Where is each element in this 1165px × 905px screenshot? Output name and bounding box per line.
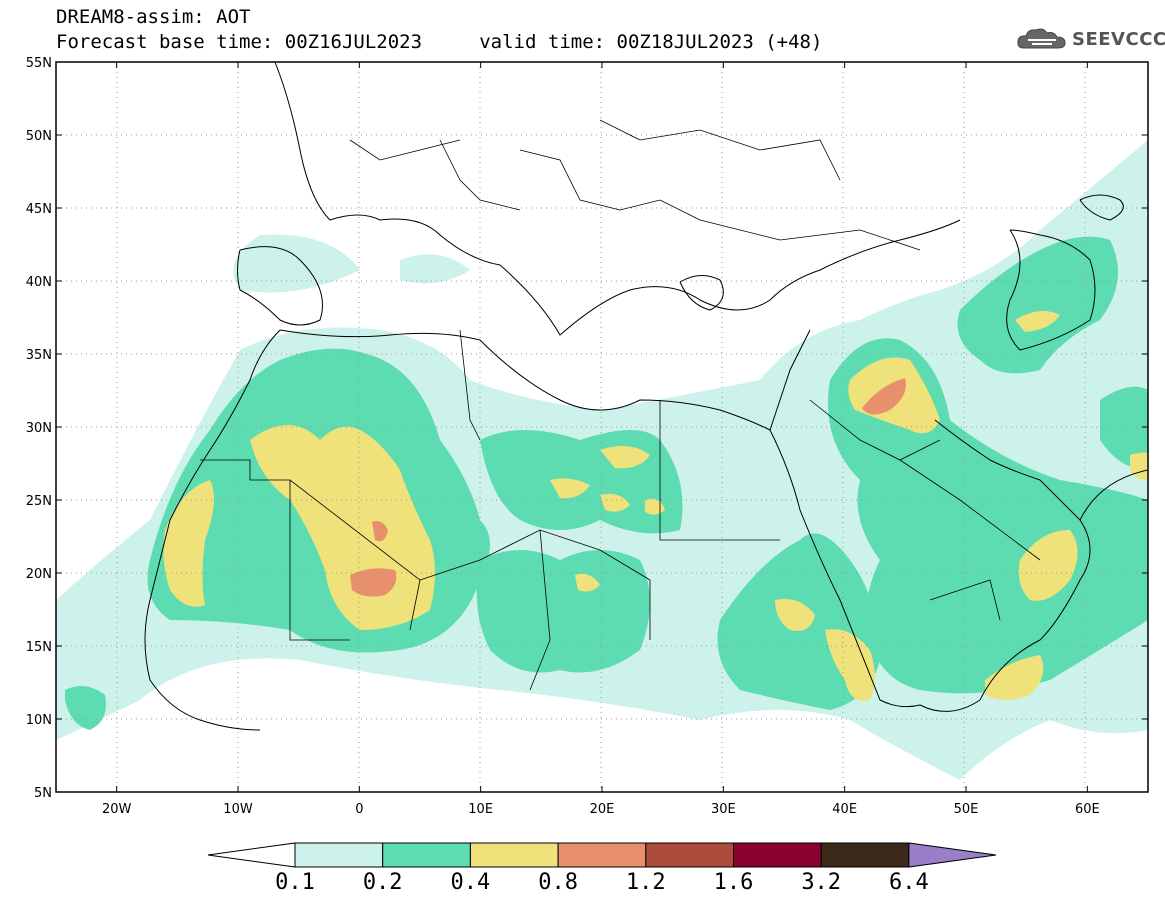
colorbar-label: 1.6 bbox=[714, 870, 754, 895]
colorbar-label: 3.2 bbox=[801, 870, 841, 895]
colorbar-label: 0.2 bbox=[363, 870, 403, 895]
colorbar-bin bbox=[733, 842, 822, 868]
colorbar-bin bbox=[645, 842, 734, 868]
colorbar: 0.1 0.2 0.4 0.8 1.2 1.6 3.2 6.4 bbox=[207, 842, 997, 895]
forecast-time-line: Forecast base time: 00Z16JUL2023 valid t… bbox=[56, 31, 823, 53]
colorbar-bin bbox=[294, 842, 384, 868]
aot-level-0.8 bbox=[350, 378, 906, 597]
logo-text: SEEVCCC bbox=[1072, 28, 1165, 50]
x-tick-label: 30E bbox=[711, 802, 736, 817]
x-tick-label: 20E bbox=[590, 802, 615, 817]
colorbar-label: 1.2 bbox=[626, 870, 666, 895]
colorbar-label: 0.4 bbox=[451, 870, 491, 895]
y-tick-label: 50N bbox=[26, 129, 52, 144]
colorbar-label: 0.8 bbox=[538, 870, 578, 895]
y-tick-label: 35N bbox=[26, 348, 52, 363]
x-tick-label: 10W bbox=[223, 802, 253, 817]
y-tick-label: 45N bbox=[26, 202, 52, 217]
colorbar-bin bbox=[557, 842, 647, 868]
y-tick-label: 5N bbox=[34, 786, 52, 801]
x-tick-label: 10E bbox=[468, 802, 493, 817]
axis-ticks: 20W 10W 0 10E 20E 30E 40E 50E 60E 55N 50N 45N 40N 35N… bbox=[26, 56, 1148, 817]
seevccc-logo: SEEVCCC bbox=[1016, 24, 1165, 54]
chart-title: DREAM8-assim: AOT bbox=[56, 6, 251, 28]
colorbar-bin bbox=[820, 842, 910, 868]
y-tick-label: 20N bbox=[26, 567, 52, 582]
colorbar-label: 6.4 bbox=[889, 870, 929, 895]
colorbar-over-arrow bbox=[908, 842, 997, 868]
graticule bbox=[56, 62, 1148, 792]
y-tick-label: 55N bbox=[26, 56, 52, 71]
x-tick-label: 50E bbox=[954, 802, 979, 817]
cloud-icon bbox=[1017, 28, 1066, 49]
coastlines bbox=[144, 62, 1148, 731]
x-tick-label: 0 bbox=[355, 802, 363, 817]
y-tick-label: 30N bbox=[26, 421, 52, 436]
x-tick-label: 60E bbox=[1075, 802, 1100, 817]
colorbar-under-arrow bbox=[207, 842, 296, 868]
y-tick-label: 25N bbox=[26, 494, 52, 509]
y-tick-label: 15N bbox=[26, 640, 52, 655]
borders bbox=[200, 119, 1041, 691]
y-tick-label: 10N bbox=[26, 713, 52, 728]
colorbar-bin bbox=[469, 842, 559, 868]
y-tick-label: 40N bbox=[26, 275, 52, 290]
colorbar-label: 0.1 bbox=[275, 870, 315, 895]
aot-field bbox=[56, 140, 1148, 780]
x-tick-label: 20W bbox=[102, 802, 132, 817]
x-tick-label: 40E bbox=[832, 802, 857, 817]
colorbar-bin bbox=[382, 842, 471, 868]
